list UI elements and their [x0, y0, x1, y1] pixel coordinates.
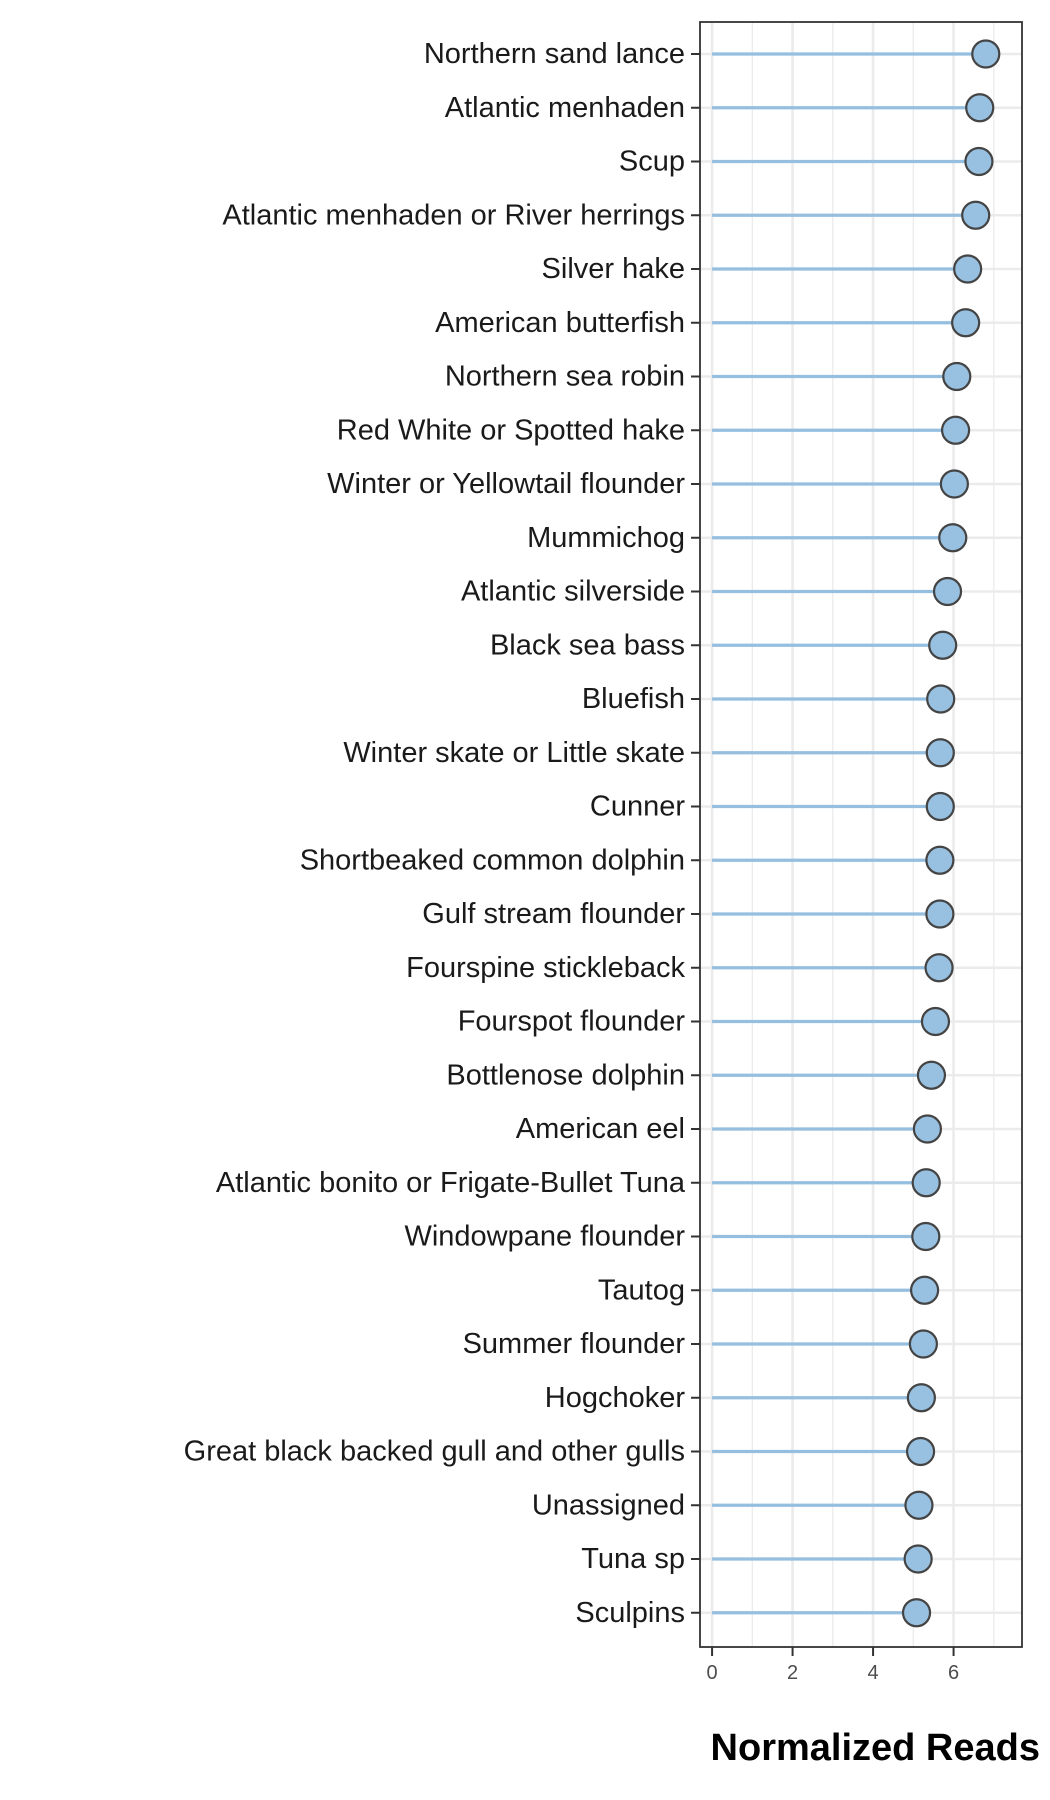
data-point — [961, 200, 991, 230]
category-label: Tautog — [598, 1274, 685, 1306]
category-label: Silver hake — [542, 253, 685, 285]
x-axis-title: Normalized Reads — [711, 1727, 1040, 1769]
data-point — [912, 1114, 943, 1144]
category-label: Winter skate or Little skate — [343, 737, 685, 769]
y-axis-ticks — [691, 53, 700, 1614]
data-point — [940, 415, 971, 445]
x-tick-label: 2 — [787, 1662, 798, 1684]
data-point — [909, 1275, 940, 1305]
data-point — [932, 576, 963, 607]
data-point — [925, 899, 955, 929]
category-label: Mummichog — [527, 522, 685, 554]
data-point — [911, 1168, 941, 1198]
category-label: Atlantic menhaden — [445, 92, 685, 124]
panel-border — [699, 21, 1023, 1648]
data-point — [965, 93, 995, 123]
category-label: Great black backed gull and other gulls — [184, 1436, 685, 1468]
category-label: Shortbeaked common dolphin — [300, 844, 685, 876]
category-label: Black sea bass — [490, 629, 685, 661]
x-tick-label: 6 — [948, 1662, 959, 1684]
data-point — [905, 1436, 936, 1467]
data-point — [925, 845, 955, 875]
lollipop-points — [901, 39, 1001, 1628]
data-point — [925, 738, 955, 768]
data-point — [928, 630, 958, 660]
data-point — [926, 684, 956, 714]
data-point — [920, 1006, 951, 1037]
data-point — [924, 953, 954, 983]
category-label: American eel — [516, 1113, 685, 1145]
data-point — [906, 1383, 936, 1413]
category-label: Sculpins — [575, 1597, 685, 1629]
category-label: Unassigned — [532, 1489, 685, 1521]
category-label: Northern sea robin — [445, 361, 685, 393]
data-point — [904, 1490, 934, 1520]
category-label: Bluefish — [582, 683, 685, 715]
data-point — [938, 523, 968, 553]
category-label: Winter or Yellowtail flounder — [327, 468, 685, 500]
data-point — [942, 361, 972, 392]
y-axis-category-labels: Northern sand lance Atlantic menhaden Scup… — [184, 38, 686, 1629]
category-label: American butterfish — [435, 307, 685, 339]
category-label: Red White or Spotted hake — [337, 414, 685, 446]
category-label: Fourspine stickleback — [406, 952, 685, 984]
category-label: Atlantic bonito or Frigate-Bullet Tuna — [216, 1167, 686, 1199]
data-point — [916, 1060, 947, 1090]
category-label: Scup — [619, 146, 685, 178]
x-axis-ticks: 0 2 4 6 — [707, 1647, 959, 1684]
category-label: Atlantic menhaden or River herrings — [222, 199, 685, 231]
data-point — [951, 308, 981, 338]
data-point — [971, 39, 1001, 69]
data-point — [925, 791, 955, 822]
category-label: Hogchoker — [545, 1382, 686, 1414]
data-point — [964, 146, 994, 177]
lollipop-stems — [712, 52, 986, 1615]
category-label: Cunner — [590, 791, 685, 823]
category-label: Bottlenose dolphin — [446, 1059, 685, 1091]
category-label: Atlantic silverside — [461, 576, 685, 608]
data-point — [953, 254, 983, 284]
category-label: Windowpane flounder — [404, 1221, 685, 1253]
x-tick-label: 4 — [868, 1662, 879, 1684]
data-point — [901, 1598, 932, 1628]
data-point — [939, 469, 969, 499]
category-label: Northern sand lance — [424, 38, 685, 70]
category-label: Summer flounder — [463, 1328, 686, 1360]
category-label: Gulf stream flounder — [422, 898, 685, 930]
category-label: Tuna sp — [581, 1543, 685, 1575]
category-label: Fourspot flounder — [458, 1006, 686, 1038]
data-point — [911, 1221, 941, 1252]
data-point — [903, 1544, 933, 1574]
x-tick-label: 0 — [707, 1662, 718, 1684]
data-point — [908, 1329, 938, 1359]
